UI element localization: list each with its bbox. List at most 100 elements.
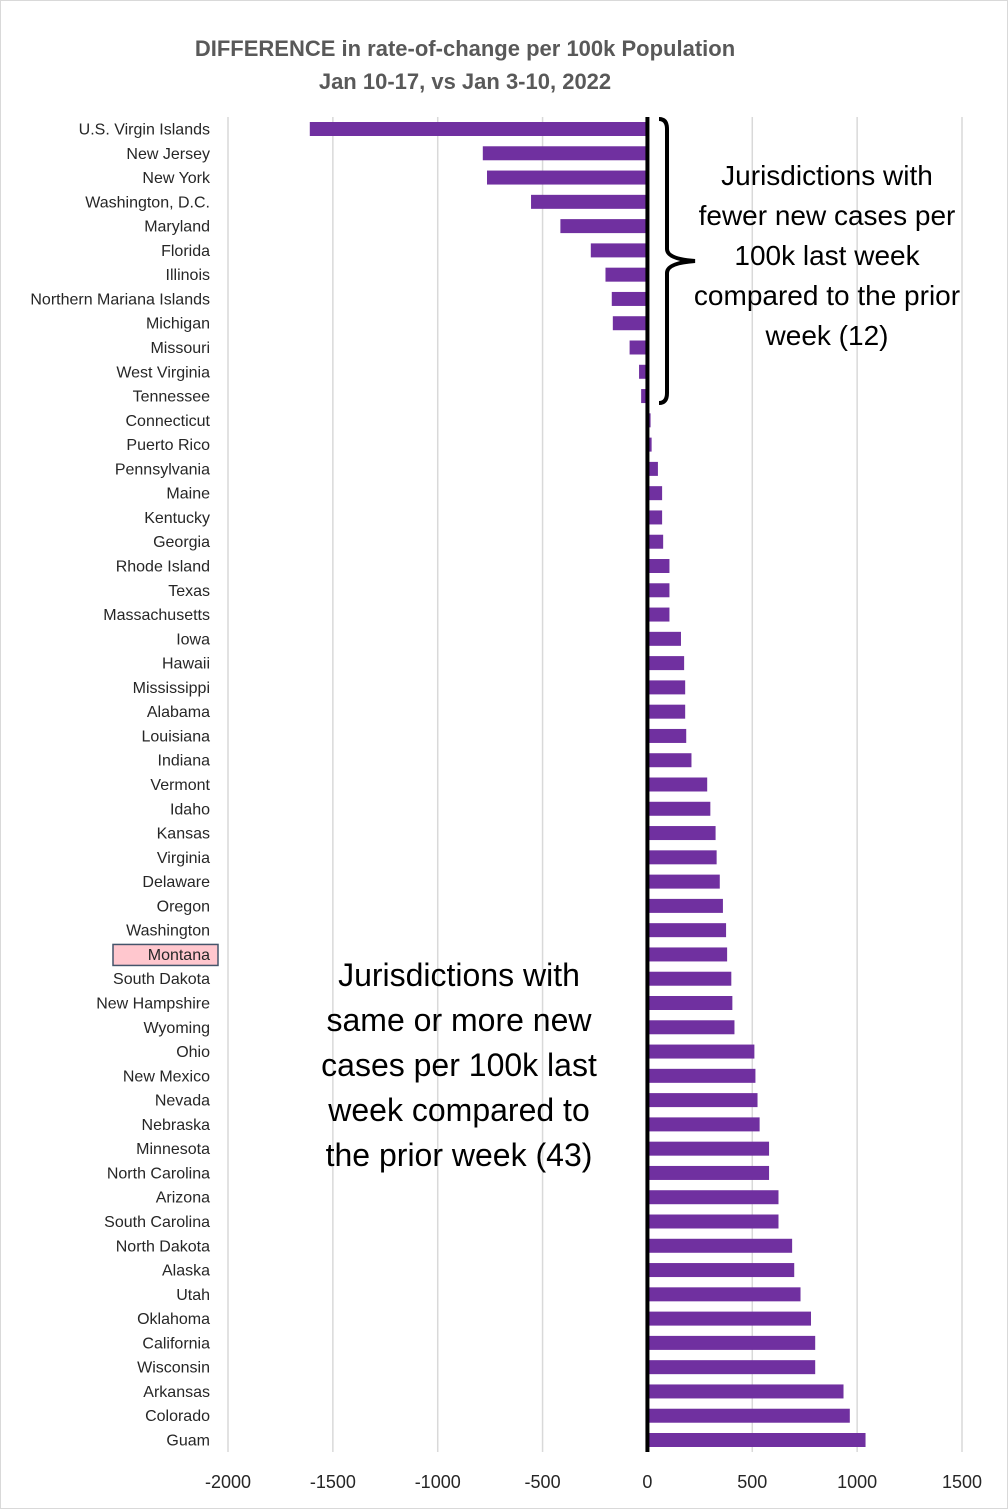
category-label: Mississippi <box>133 680 210 697</box>
bar-west-virginia <box>639 364 648 379</box>
bar-kansas <box>647 826 716 841</box>
bar-utah <box>647 1287 801 1302</box>
fewer-cases-note-line: Jurisdictions with <box>721 160 933 191</box>
category-labels: U.S. Virgin Islands New Jersey New York Was… <box>30 122 219 1450</box>
category-label: Colorado <box>145 1408 210 1425</box>
more-cases-note-line: the prior week (43) <box>326 1137 593 1173</box>
bar-wisconsin <box>647 1360 816 1375</box>
fewer-cases-note-line: week (12) <box>765 320 889 351</box>
bar-arizona <box>647 1190 779 1205</box>
category-label: Maine <box>166 486 210 503</box>
bar-south-carolina <box>647 1214 779 1229</box>
bar-maine <box>647 486 663 501</box>
category-label: Montana <box>148 947 210 964</box>
fewer-cases-note-line: compared to the prior <box>694 280 960 311</box>
x-tick-labels: -2000 -1500 -1000 -500 0 500 1000 1500 <box>205 1472 982 1492</box>
category-label: Louisiana <box>142 728 211 745</box>
bar-wyoming <box>647 1020 735 1035</box>
bar-arkansas <box>647 1384 844 1399</box>
category-label: Vermont <box>150 777 210 794</box>
more-cases-note-line: week compared to <box>327 1092 589 1128</box>
bar-texas <box>647 583 670 598</box>
bar-new-hampshire <box>647 996 733 1010</box>
category-label: Pennsylvania <box>115 461 210 478</box>
category-label: Texas <box>168 583 210 600</box>
category-label: Rhode Island <box>116 559 210 576</box>
x-tick-label: -2000 <box>205 1472 251 1492</box>
fewer-cases-note-line: 100k last week <box>734 240 920 271</box>
x-tick-label: 1500 <box>942 1472 982 1492</box>
bar-massachusetts <box>647 607 670 622</box>
bar-hawaii <box>647 656 685 671</box>
bar-california <box>647 1335 816 1350</box>
category-label: North Carolina <box>107 1165 210 1182</box>
bars <box>309 122 866 1447</box>
bar-iowa <box>647 631 681 646</box>
bar-u-s-virgin-islands <box>309 122 648 136</box>
bar-missouri <box>629 340 648 355</box>
bar-nebraska <box>647 1117 760 1132</box>
category-label: Nevada <box>155 1093 210 1110</box>
bar-pennsylvania <box>647 461 658 476</box>
bar-kentucky <box>647 510 663 525</box>
category-label: Missouri <box>150 340 210 357</box>
curly-brace <box>658 117 696 405</box>
bar-guam <box>647 1433 866 1447</box>
category-label: New Mexico <box>123 1068 210 1085</box>
bar-illinois <box>605 267 648 282</box>
bar-oregon <box>647 898 723 913</box>
highlight-box <box>112 943 219 967</box>
bar-idaho <box>647 801 711 816</box>
bar-maryland <box>560 219 648 234</box>
bar-south-dakota <box>647 971 732 986</box>
category-label: Virginia <box>157 850 210 867</box>
category-label: Illinois <box>166 267 210 284</box>
category-label: California <box>142 1335 210 1352</box>
category-label: South Carolina <box>104 1214 210 1231</box>
bar-oklahoma <box>647 1311 812 1326</box>
category-label: Michigan <box>146 316 210 333</box>
category-label: Nebraska <box>142 1117 211 1134</box>
category-label: Georgia <box>153 534 210 551</box>
bar-delaware <box>647 874 720 889</box>
more-cases-note-line: Jurisdictions with <box>338 957 580 993</box>
chart-title: DIFFERENCE in rate-of-change per 100k Po… <box>195 36 735 61</box>
bar-washington-d-c- <box>531 194 648 209</box>
bar-puerto-rico <box>647 437 652 452</box>
x-tick-label: 0 <box>642 1472 652 1492</box>
category-label: Kansas <box>157 826 210 843</box>
x-tick-label: 1000 <box>837 1472 877 1492</box>
category-label: Tennessee <box>133 389 210 406</box>
more-cases-note-line: cases per 100k last <box>321 1047 597 1083</box>
bar-vermont <box>647 777 708 792</box>
bar-ohio <box>647 1044 755 1059</box>
x-tick-label: 500 <box>737 1472 767 1492</box>
bar-virginia <box>647 850 717 865</box>
bar-washington <box>647 923 727 938</box>
bar-alabama <box>647 704 686 719</box>
bar-indiana <box>647 753 692 768</box>
x-tick-label: -1500 <box>310 1472 356 1492</box>
category-label: Minnesota <box>136 1141 210 1158</box>
category-label: Alabama <box>147 704 210 721</box>
chart-subtitle: Jan 10-17, vs Jan 3-10, 2022 <box>319 69 611 94</box>
bar-north-dakota <box>647 1238 793 1253</box>
category-label: New Hampshire <box>96 996 210 1013</box>
category-label: Delaware <box>142 874 210 891</box>
category-label: Northern Mariana Islands <box>30 291 210 308</box>
annotations: Jurisdictions with fewer new cases per 100… <box>321 160 960 1173</box>
category-label: Idaho <box>170 801 210 818</box>
bar-rhode-island <box>647 559 670 573</box>
category-label: Connecticut <box>126 413 211 430</box>
category-label: U.S. Virgin Islands <box>79 122 210 139</box>
bar-louisiana <box>647 728 687 743</box>
gridlines <box>227 117 963 1452</box>
x-tick-label: -1000 <box>415 1472 461 1492</box>
category-label: Arizona <box>156 1190 210 1207</box>
category-label: Alaska <box>162 1263 210 1280</box>
category-label: Ohio <box>176 1044 210 1061</box>
category-label: Iowa <box>176 631 210 648</box>
category-label: Indiana <box>158 753 211 770</box>
category-label: Massachusetts <box>103 607 210 624</box>
